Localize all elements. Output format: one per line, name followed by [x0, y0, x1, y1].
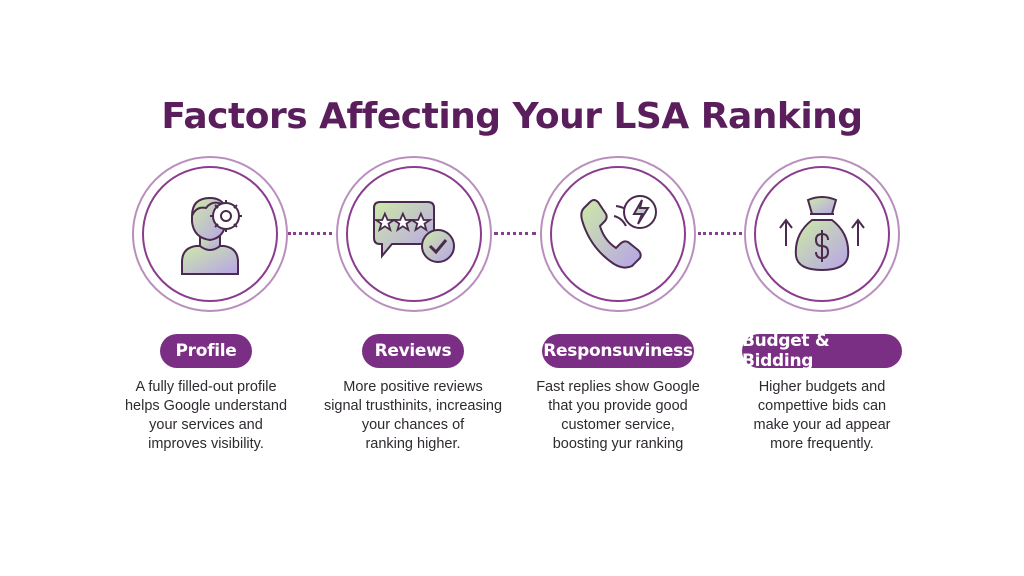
desc-line: your chances of: [361, 417, 465, 433]
profile-gear-icon: [181, 196, 242, 275]
desc-line: More positive reviews: [343, 379, 483, 395]
desc-line: A fully filled-out profile: [135, 379, 277, 395]
connector-2: [494, 232, 536, 239]
factor-label-responsiveness: Responsuviness: [542, 334, 694, 368]
page-title: Factors Affecting Your LSA Ranking: [161, 96, 863, 137]
desc-line: make your ad appear: [753, 417, 891, 433]
profile-ring: [132, 156, 288, 312]
desc-line: compettive bids can: [757, 398, 887, 414]
money-bag-icon: [779, 196, 865, 272]
factor-description-reviews: More positive reviews signal trusthinits…: [313, 378, 513, 454]
factor-description-budget: Higher budgets and compettive bids can m…: [722, 378, 922, 454]
reviews-ring: [336, 156, 492, 312]
desc-line: that you provide good: [548, 398, 688, 414]
connector-1: [288, 232, 332, 239]
review-stars-icon: [372, 201, 455, 263]
factor-description-profile: A fully filled-out profile helps Google …: [106, 378, 306, 454]
phone-lightning-icon: [580, 195, 657, 269]
factor-label-profile: Profile: [160, 334, 252, 368]
connector-3: [698, 232, 742, 239]
desc-line: Fast replies show Google: [536, 379, 700, 395]
factor-label-budget: Budget & Bidding: [742, 331, 902, 371]
factor-label-reviews: Reviews: [362, 334, 464, 368]
desc-line: more frequently.: [770, 436, 874, 452]
desc-line: boosting yur ranking: [552, 436, 684, 452]
desc-line: signal trusthinits, increasing: [323, 398, 503, 414]
factor-description-responsiveness: Fast replies show Google that you provid…: [518, 378, 718, 454]
reviews-ring-inner: [346, 166, 482, 302]
desc-line: ranking higher.: [365, 436, 461, 452]
desc-line: improves visibility.: [148, 436, 264, 452]
desc-line: helps Google understand: [124, 398, 288, 414]
desc-line: Higher budgets and: [758, 379, 886, 395]
responsiveness-ring: [540, 156, 696, 312]
responsiveness-ring-inner: [550, 166, 686, 302]
profile-ring-inner: [142, 166, 278, 302]
desc-line: customer service,: [561, 417, 675, 433]
desc-line: your services and: [149, 417, 263, 433]
budget-ring-inner: [754, 166, 890, 302]
budget-ring: [744, 156, 900, 312]
